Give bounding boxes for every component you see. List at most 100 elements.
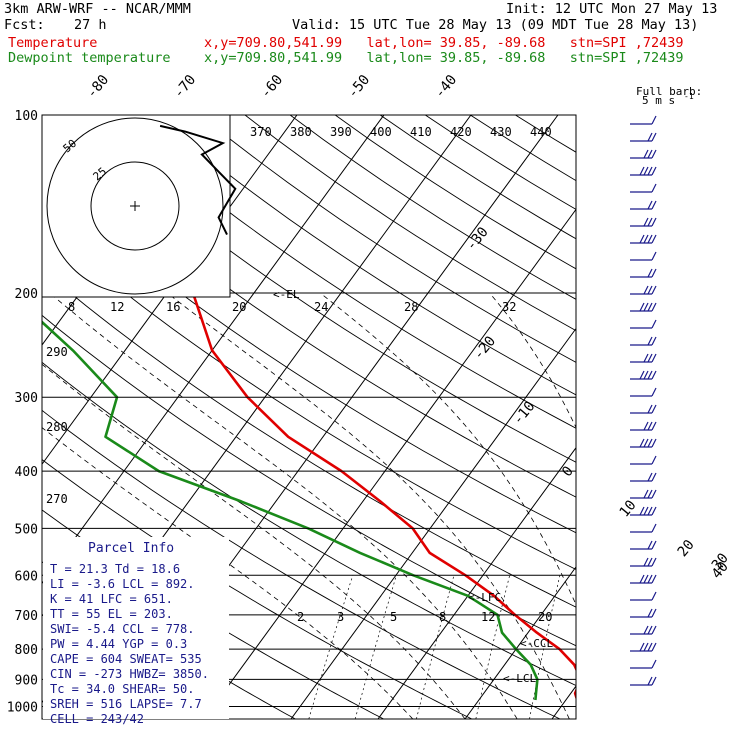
mixing-ratio-label: 8 — [439, 610, 446, 624]
dry-adiabat-line — [42, 409, 561, 719]
parcel-info-row: CAPE = 604 SWEAT= 535 — [50, 652, 202, 666]
pressure-label: 800 — [15, 643, 38, 658]
mixing-ratio-line — [308, 575, 354, 719]
wind-barb — [630, 591, 657, 601]
hodograph-ring — [90, 161, 180, 251]
mixing-ratio-line — [529, 575, 561, 719]
isotherm-label: -10 — [510, 398, 539, 428]
dry-adiabat-line — [334, 115, 576, 270]
dry-adiabat-line — [42, 223, 576, 570]
wind-barb — [630, 659, 657, 669]
dry-adiabat-line — [42, 361, 576, 687]
model-title: 3km ARW-WRF -- NCAR/MMM — [4, 1, 191, 17]
wind-barb — [630, 455, 657, 465]
wind-barb — [630, 438, 657, 448]
wind-barb — [630, 676, 657, 686]
wind-barb — [630, 642, 657, 652]
theta-e-label: 400 — [370, 125, 392, 139]
isotherm-label: -40 — [432, 72, 461, 102]
wind-barb — [630, 370, 657, 380]
pressure-label: 600 — [15, 569, 38, 584]
mixing-ratio-line — [354, 575, 397, 719]
wind-barb — [630, 336, 657, 346]
parcel-info-row: T = 21.3 Td = 18.6 — [50, 562, 180, 576]
hodograph-ring — [46, 117, 224, 295]
hodo-speed-label: 8 — [68, 300, 75, 314]
theta-e-label: 390 — [330, 125, 352, 139]
isotherm-line — [42, 115, 385, 585]
wind-barb — [630, 115, 657, 125]
hodo-speed-label: 28 — [404, 300, 418, 314]
wind-barb — [630, 608, 657, 618]
pressure-label: 1000 — [7, 700, 38, 715]
wind-barb — [630, 404, 657, 414]
parcel-info-row: LI = -3.6 LCL = 892. — [50, 577, 195, 591]
isotherm-label: -20 — [471, 333, 500, 363]
temperature-location: x,y=709.80,541.99 lat,lon= 39.85, -89.68… — [204, 35, 684, 51]
hodo-speed-label: 24 — [314, 300, 328, 314]
dry-adiabat-line — [42, 179, 576, 534]
wind-barb — [630, 217, 657, 227]
wind-barb — [630, 625, 657, 635]
wind-barb — [630, 302, 657, 312]
dry-adiabat-line — [42, 135, 576, 498]
theta-e-label: 420 — [450, 125, 472, 139]
mixing-ratio-line — [600, 575, 626, 719]
wind-barb — [630, 421, 657, 431]
mixing-ratio-label: 12 — [481, 610, 495, 624]
level-marker-label: <-LCL — [503, 672, 536, 685]
init-time: Init: 12 UTC Mon 27 May 13 — [506, 1, 718, 17]
pressure-label: 900 — [15, 673, 38, 688]
wind-barb — [630, 183, 657, 193]
pressure-label: 500 — [15, 522, 38, 537]
dry-adiabat-line — [109, 115, 576, 429]
isotherm-line — [377, 446, 576, 719]
dewpoint-legend: Dewpoint temperature — [8, 50, 171, 66]
wind-barb — [630, 523, 657, 533]
dry-adiabat-line — [515, 115, 576, 153]
dry-adiabat-line — [42, 314, 576, 647]
moist-adiabat-line — [42, 363, 466, 719]
moist-adiabat-line — [167, 292, 570, 719]
mixing-ratio-label: 5 — [390, 610, 397, 624]
moist-adiabat-line — [319, 292, 576, 606]
parcel-info-row: SWI= -5.4 CCL = 778. — [50, 622, 195, 636]
wind-barb — [630, 506, 657, 516]
level-marker-label: <-LFC — [468, 591, 501, 604]
dry-adiabat-label: 280 — [46, 420, 68, 434]
isotherm-line — [0, 115, 36, 719]
isotherm-label: -50 — [345, 72, 374, 102]
parcel-info-row: CIN = -273 HWBZ= 3850. — [50, 667, 209, 681]
wind-barb — [630, 285, 657, 295]
hodo-speed-label: 12 — [110, 300, 124, 314]
valid-time: Valid: 15 UTC Tue 28 May 13 (09 MDT Tue … — [292, 17, 699, 33]
theta-e-label: 410 — [410, 125, 432, 139]
dry-adiabat-line — [379, 115, 576, 240]
pressure-label: 300 — [15, 391, 38, 406]
wind-barb — [630, 540, 657, 550]
parcel-info-row: SREH = 516 LAPSE= 7.7 — [50, 697, 202, 711]
plot-frame — [41, 114, 577, 720]
wind-barb — [630, 489, 657, 499]
hodo-speed-label: 20 — [232, 300, 246, 314]
isotherm-label: -80 — [84, 72, 113, 102]
dry-adiabat-line — [199, 115, 576, 363]
parcel-info-row: Tc = 34.0 SHEAR= 50. — [50, 682, 195, 696]
wind-barb — [630, 387, 657, 397]
pressure-label: 200 — [15, 287, 38, 302]
isotherm-label: -30 — [463, 224, 492, 254]
parcel-info-row: PW = 4.44 YGP = 0.3 — [50, 637, 187, 651]
parcel-info-row: K = 41 LFC = 651. — [50, 592, 173, 606]
mixing-ratio-label: 20 — [538, 610, 552, 624]
isotherm-label: 20 — [675, 537, 698, 560]
wind-barb — [630, 251, 657, 261]
isotherm-line — [726, 115, 740, 719]
dewpoint-location: x,y=709.80,541.99 lat,lon= 39.85, -89.68… — [204, 50, 684, 66]
dry-adiabat-line — [64, 115, 576, 463]
level-marker-label: <-CCL — [520, 637, 553, 650]
mixing-ratio-line — [475, 575, 511, 719]
wind-barb — [630, 557, 657, 567]
wind-barb — [630, 574, 657, 584]
isotherm-line — [290, 327, 576, 719]
